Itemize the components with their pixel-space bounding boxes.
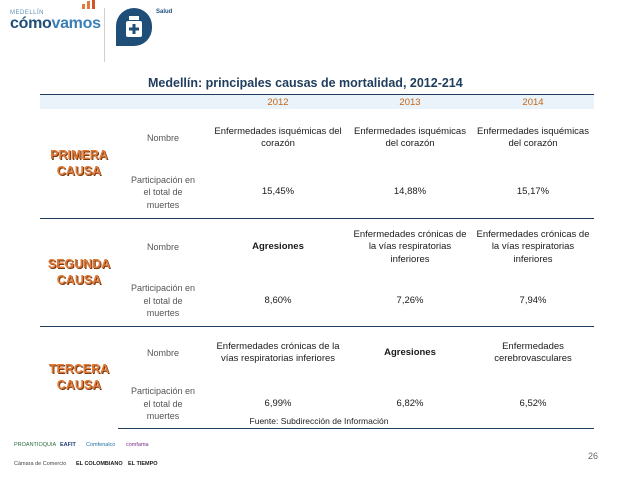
page-title: Medellín: principales causas de mortalid… [148, 76, 463, 90]
cause-label: SEGUNDA CAUSA [40, 217, 118, 326]
row-label: Nombre [118, 325, 208, 380]
sponsor-logos: PROANTIOQUIA EAFIT Comfenalco comfama Cá… [14, 440, 194, 475]
share-cell: 8,60% [264, 294, 292, 306]
table-row: Participación en el total de muertes 6,99%… [40, 380, 594, 429]
row-label: Participación en el total de muertes [130, 174, 196, 210]
cause-name-cell: Enfermedades isquémicas del corazón [354, 125, 466, 150]
table-row: PRIMERA CAUSA Nombre Enfermedades isquémi… [40, 109, 594, 179]
sponsor-logo: EL COLOMBIANO [76, 461, 123, 467]
share-cell: 6,82% [348, 380, 472, 429]
source-note: Fuente: Subdirección de Información [249, 416, 389, 426]
cause-name-cell: Agresiones [348, 325, 472, 380]
logo-small-text: MEDELLÍN [10, 10, 45, 16]
table-row: TERCERA CAUSA Nombre Enfermedades crónica… [40, 325, 594, 428]
logo-main-text: cómovamos [10, 15, 101, 32]
share-cell: 6,99% [208, 380, 348, 429]
page-number: 26 [587, 451, 598, 461]
cause-name-cell: Agresiones [208, 217, 348, 276]
sponsor-logo: PROANTIOQUIA [14, 442, 57, 448]
row-label: Nombre [118, 217, 208, 276]
row-label: Participación en el total de muertes [118, 380, 208, 429]
sponsor-logo: Comfenalco [86, 442, 116, 448]
cause-label: TERCERA CAUSA [40, 325, 118, 428]
table-row: Participación en el total de muertes 15,45… [40, 167, 594, 218]
cause-name-cell: Enfermedades crónicas de la vías respira… [472, 217, 594, 276]
header-divider [104, 8, 105, 62]
sponsor-logo: Cámara de Comercio [14, 461, 67, 467]
table-row: Participación en el total de muertes 8,60%… [40, 276, 594, 326]
como-vamos-logo: MEDELLÍN cómovamos [10, 10, 101, 33]
cause-name-cell: Enfermedades crónicas de la vías respira… [348, 217, 472, 276]
year-header: 2012 [208, 94, 348, 109]
section-label: Salud [156, 9, 173, 15]
cause-name-cell: Enfermedades crónicas de la vías respira… [208, 325, 348, 380]
share-cell: 6,52% [472, 380, 594, 429]
year-header: 2014 [472, 94, 594, 109]
cause-name-cell: Enfermedades isquémicas del corazón [214, 125, 342, 150]
row-label: Nombre [146, 132, 179, 143]
row-label: Participación en el total de muertes [130, 283, 196, 318]
sponsor-logo: EL TIEMPO [128, 461, 158, 467]
share-cell: 7,26% [396, 294, 424, 306]
share-cell: 14,88% [393, 186, 427, 197]
share-cell: 15,45% [261, 186, 295, 197]
table-row: SEGUNDA CAUSA Nombre Agresiones Enfermeda… [40, 217, 594, 326]
share-cell: 7,94% [519, 294, 547, 306]
cause-name-cell: Enfermedades isquémicas del corazón [477, 125, 589, 150]
sponsor-logo: EAFIT [60, 442, 76, 448]
mortality-table: 2012 2013 2014 PRIMERA CAUSA Nombre Enfer… [40, 94, 594, 429]
year-header: 2013 [348, 94, 472, 109]
medicine-bottle-icon [116, 8, 152, 46]
table-header-row: 2012 2013 2014 [40, 94, 594, 109]
share-cell: 15,17% [516, 186, 550, 197]
cause-name-cell: Enfermedades cerebrovasculares [472, 325, 594, 380]
sponsor-logo: comfama [126, 442, 149, 448]
cause-label: PRIMERA CAUSA [50, 148, 108, 179]
